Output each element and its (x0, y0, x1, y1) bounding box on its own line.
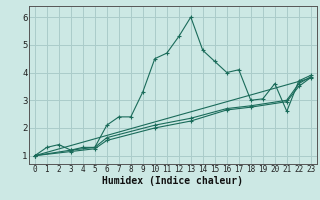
X-axis label: Humidex (Indice chaleur): Humidex (Indice chaleur) (102, 176, 243, 186)
